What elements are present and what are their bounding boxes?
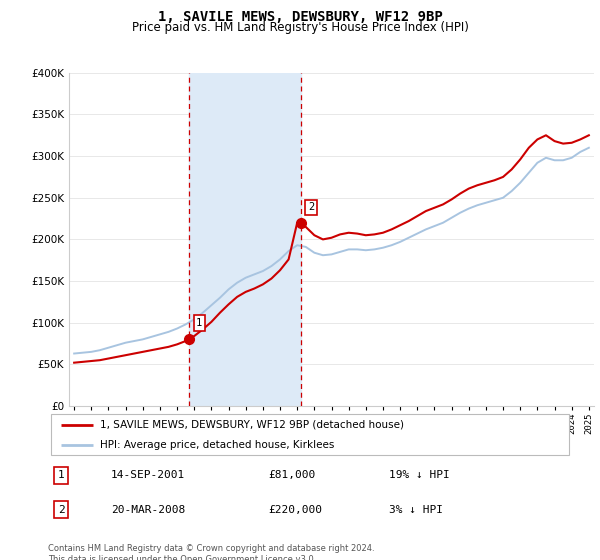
Text: 19% ↓ HPI: 19% ↓ HPI — [389, 470, 450, 480]
Text: 1: 1 — [196, 318, 202, 328]
Text: 20-MAR-2008: 20-MAR-2008 — [111, 505, 185, 515]
Text: 1: 1 — [58, 470, 65, 480]
Text: 14-SEP-2001: 14-SEP-2001 — [111, 470, 185, 480]
Text: Contains HM Land Registry data © Crown copyright and database right 2024.
This d: Contains HM Land Registry data © Crown c… — [48, 544, 374, 560]
Text: 2: 2 — [308, 202, 314, 212]
Text: 3% ↓ HPI: 3% ↓ HPI — [389, 505, 443, 515]
Bar — [189, 73, 301, 406]
FancyBboxPatch shape — [50, 414, 569, 455]
Text: 1, SAVILE MEWS, DEWSBURY, WF12 9BP: 1, SAVILE MEWS, DEWSBURY, WF12 9BP — [158, 10, 442, 24]
Text: 1, SAVILE MEWS, DEWSBURY, WF12 9BP (detached house): 1, SAVILE MEWS, DEWSBURY, WF12 9BP (deta… — [101, 419, 404, 430]
Text: HPI: Average price, detached house, Kirklees: HPI: Average price, detached house, Kirk… — [101, 441, 335, 450]
Text: 2: 2 — [58, 505, 65, 515]
Text: Price paid vs. HM Land Registry's House Price Index (HPI): Price paid vs. HM Land Registry's House … — [131, 21, 469, 34]
Text: £81,000: £81,000 — [269, 470, 316, 480]
Text: £220,000: £220,000 — [269, 505, 323, 515]
